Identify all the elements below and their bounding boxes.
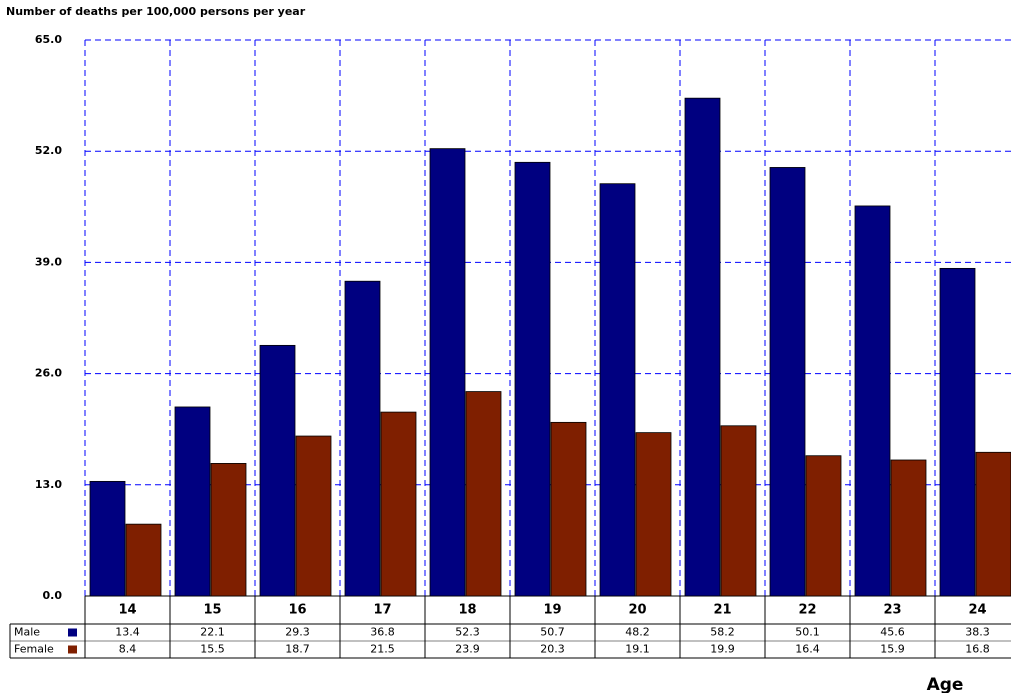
bar	[550, 421, 587, 597]
bar	[854, 205, 891, 597]
table-value: 13.4	[115, 626, 140, 639]
table-value: 15.5	[200, 643, 225, 656]
table-value: 16.4	[795, 643, 820, 656]
x-tick-label: 15	[203, 603, 221, 618]
bar	[720, 425, 757, 597]
x-tick-label: 24	[968, 603, 986, 618]
table-value: 19.9	[710, 643, 735, 656]
table-value: 36.8	[370, 626, 395, 639]
table-value: 45.6	[880, 626, 905, 639]
bar	[429, 148, 466, 597]
bar	[210, 463, 247, 597]
bar	[635, 432, 672, 597]
bar	[599, 183, 636, 597]
legend-label: Female	[14, 643, 54, 656]
bar	[514, 161, 551, 597]
table-value: 20.3	[540, 643, 565, 656]
bar	[295, 435, 332, 597]
legend-swatch	[68, 645, 77, 654]
x-axis-label: Age	[927, 675, 964, 693]
bar	[769, 167, 806, 597]
legend-swatch	[68, 628, 77, 637]
table-value: 23.9	[455, 643, 480, 656]
bar	[125, 523, 162, 597]
table-value: 29.3	[285, 626, 310, 639]
x-tick-label: 16	[288, 603, 306, 618]
table-value: 8.4	[119, 643, 137, 656]
table-value: 48.2	[625, 626, 650, 639]
bar	[684, 97, 721, 597]
table-value: 18.7	[285, 643, 310, 656]
bar	[380, 411, 417, 597]
x-tick-label: 18	[458, 603, 476, 618]
y-tick-label: 0.0	[43, 589, 63, 602]
y-tick-label: 39.0	[35, 255, 62, 268]
x-tick-label: 14	[118, 603, 136, 618]
y-axis-label: Number of deaths per 100,000 persons per…	[6, 5, 306, 18]
y-tick-label: 13.0	[35, 478, 62, 491]
x-tick-label: 21	[713, 603, 731, 618]
x-tick-label: 19	[543, 603, 561, 618]
table-value: 19.1	[625, 643, 650, 656]
legend-label: Male	[14, 626, 40, 639]
bar	[465, 391, 502, 597]
bar	[89, 480, 126, 597]
table-value: 50.1	[795, 626, 820, 639]
bar	[805, 455, 842, 597]
table-value: 50.7	[540, 626, 565, 639]
table-value: 52.3	[455, 626, 480, 639]
table-value: 21.5	[370, 643, 395, 656]
bar	[975, 451, 1011, 597]
bar	[174, 406, 211, 597]
bar	[344, 280, 381, 597]
bar	[259, 344, 296, 597]
bar	[939, 267, 976, 597]
table-value: 15.9	[880, 643, 905, 656]
table-value: 38.3	[965, 626, 990, 639]
x-tick-label: 20	[628, 603, 646, 618]
x-tick-label: 23	[883, 603, 901, 618]
y-tick-label: 52.0	[35, 144, 62, 157]
table-value: 58.2	[710, 626, 735, 639]
table-value: 16.8	[965, 643, 990, 656]
bar	[890, 459, 927, 597]
y-tick-label: 26.0	[35, 367, 62, 380]
x-tick-label: 17	[373, 603, 391, 618]
table-value: 22.1	[200, 626, 225, 639]
x-tick-label: 22	[798, 603, 816, 618]
y-tick-label: 65.0	[35, 33, 62, 46]
